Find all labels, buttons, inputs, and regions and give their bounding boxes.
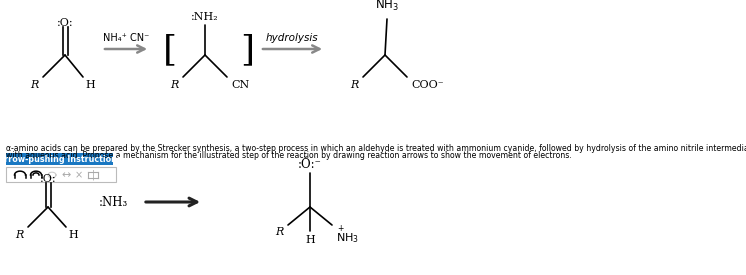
Text: :Ö:⁻: :Ö:⁻	[298, 158, 322, 172]
Text: Arrow-pushing Instructions: Arrow-pushing Instructions	[0, 155, 122, 164]
Text: :O:: :O:	[40, 174, 56, 184]
Text: with aqueous acid. Propose a mechanism for the illustrated step of the reaction : with aqueous acid. Propose a mechanism f…	[6, 151, 572, 160]
Text: R: R	[171, 80, 179, 90]
Text: $\overset{+}{\mathrm{N}}$H$_3$: $\overset{+}{\mathrm{N}}$H$_3$	[374, 0, 399, 13]
Text: ↔: ↔	[61, 170, 71, 180]
Text: H: H	[305, 235, 315, 245]
Text: hydrolysis: hydrolysis	[266, 33, 319, 43]
Bar	[6, 153, 113, 165]
Text: [: [	[163, 33, 177, 67]
Text: H: H	[85, 80, 95, 90]
Text: |: |	[91, 170, 95, 180]
Text: :O:: :O:	[57, 18, 73, 28]
Text: $\overset{+}{\mathrm{N}}$H$_3$: $\overset{+}{\mathrm{N}}$H$_3$	[336, 223, 359, 246]
Text: R: R	[16, 230, 24, 240]
Text: :NH₃: :NH₃	[98, 196, 128, 208]
Text: :NH₂: :NH₂	[191, 12, 219, 22]
Text: R: R	[351, 80, 359, 90]
Text: CN: CN	[231, 80, 249, 90]
Text: COO⁻: COO⁻	[411, 80, 444, 90]
Bar	[6, 167, 116, 182]
Text: H: H	[68, 230, 78, 240]
Text: ×: ×	[75, 170, 83, 180]
Text: R: R	[275, 227, 284, 237]
Text: NH₄⁺ CN⁻: NH₄⁺ CN⁻	[103, 33, 149, 43]
Text: α-amino acids can be prepared by the Strecker synthesis, a two-step process in w: α-amino acids can be prepared by the Str…	[6, 144, 746, 153]
Text: R: R	[31, 80, 39, 90]
Text: ]: ]	[240, 33, 254, 67]
